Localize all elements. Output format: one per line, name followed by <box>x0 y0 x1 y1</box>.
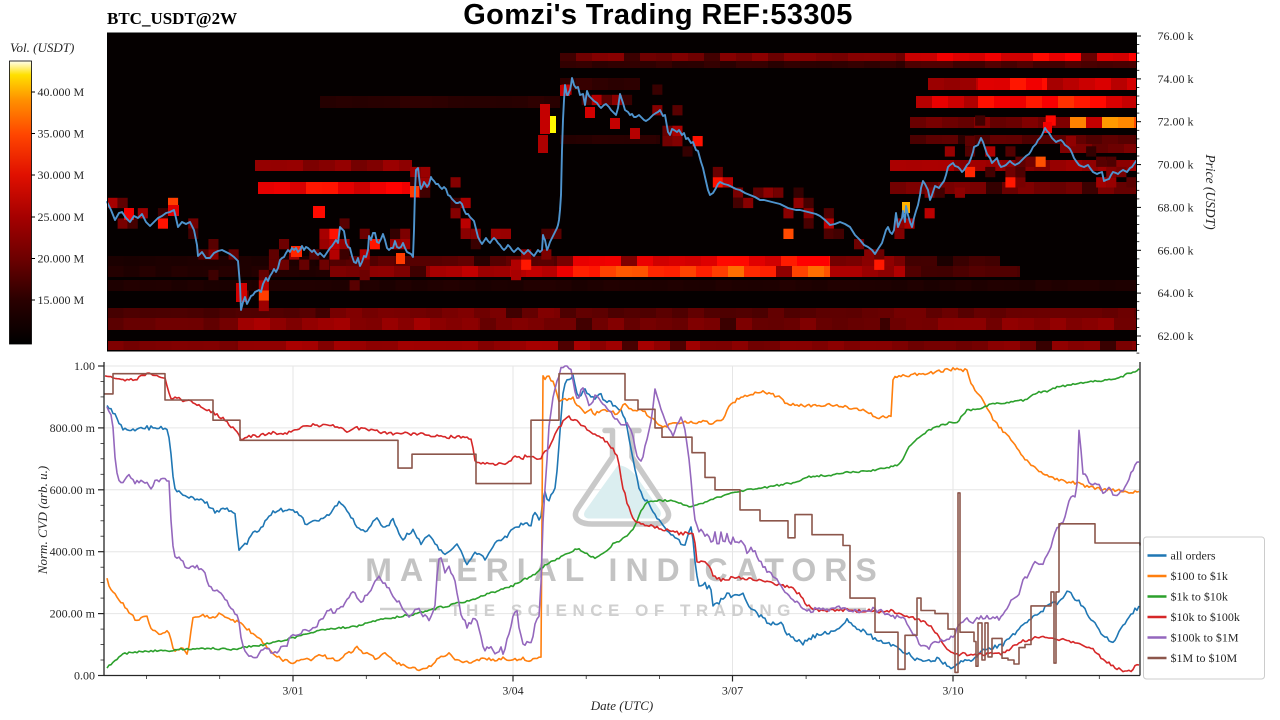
svg-text:3/10: 3/10 <box>942 684 963 698</box>
svg-text:Price (USDT): Price (USDT) <box>1203 153 1218 230</box>
svg-text:$1M to $10M: $1M to $10M <box>1171 651 1238 665</box>
svg-text:Date (UTC): Date (UTC) <box>590 698 653 713</box>
svg-text:400.00 m: 400.00 m <box>50 545 96 559</box>
svg-text:800.00 m: 800.00 m <box>50 421 96 435</box>
svg-text:70.00 k: 70.00 k <box>1158 158 1194 172</box>
svg-text:15.000 M: 15.000 M <box>38 293 85 307</box>
svg-text:Vol. (USDT): Vol. (USDT) <box>10 40 74 55</box>
svg-text:72.00 k: 72.00 k <box>1158 115 1194 129</box>
svg-text:1.00: 1.00 <box>74 359 95 373</box>
svg-text:76.00 k: 76.00 k <box>1158 29 1194 43</box>
svg-text:74.00 k: 74.00 k <box>1158 72 1194 86</box>
svg-text:35.000 M: 35.000 M <box>38 127 85 141</box>
svg-text:64.00 k: 64.00 k <box>1158 286 1194 300</box>
svg-text:3/07: 3/07 <box>722 684 743 698</box>
svg-text:Gomzi's Trading REF:53305: Gomzi's Trading REF:53305 <box>463 0 853 31</box>
svg-text:$100 to $1k: $100 to $1k <box>1171 569 1228 583</box>
svg-text:MATERIAL INDICATORS: MATERIAL INDICATORS <box>365 552 884 588</box>
svg-text:20.000 M: 20.000 M <box>38 252 85 266</box>
svg-text:30.000 M: 30.000 M <box>38 168 85 182</box>
svg-text:BTC_USDT@2W: BTC_USDT@2W <box>107 9 237 28</box>
svg-text:62.00 k: 62.00 k <box>1158 329 1194 343</box>
svg-text:3/04: 3/04 <box>502 684 523 698</box>
svg-text:200.00 m: 200.00 m <box>50 607 96 621</box>
svg-text:$100k to $1M: $100k to $1M <box>1171 631 1239 645</box>
svg-text:600.00 m: 600.00 m <box>50 483 96 497</box>
svg-text:25.000 M: 25.000 M <box>38 210 85 224</box>
svg-text:40.000 M: 40.000 M <box>38 85 85 99</box>
svg-text:THE SCIENCE OF TRADING: THE SCIENCE OF TRADING <box>450 601 796 620</box>
svg-text:66.00 k: 66.00 k <box>1158 243 1194 257</box>
svg-text:0.00: 0.00 <box>74 669 95 683</box>
svg-text:Norm. CVD (arb. u.): Norm. CVD (arb. u.) <box>35 466 50 575</box>
svg-text:$1k to $10k: $1k to $10k <box>1171 590 1228 604</box>
svg-text:all orders: all orders <box>1171 549 1216 563</box>
svg-text:68.00 k: 68.00 k <box>1158 200 1194 214</box>
svg-text:$10k to $100k: $10k to $100k <box>1171 610 1240 624</box>
svg-text:3/01: 3/01 <box>282 684 303 698</box>
